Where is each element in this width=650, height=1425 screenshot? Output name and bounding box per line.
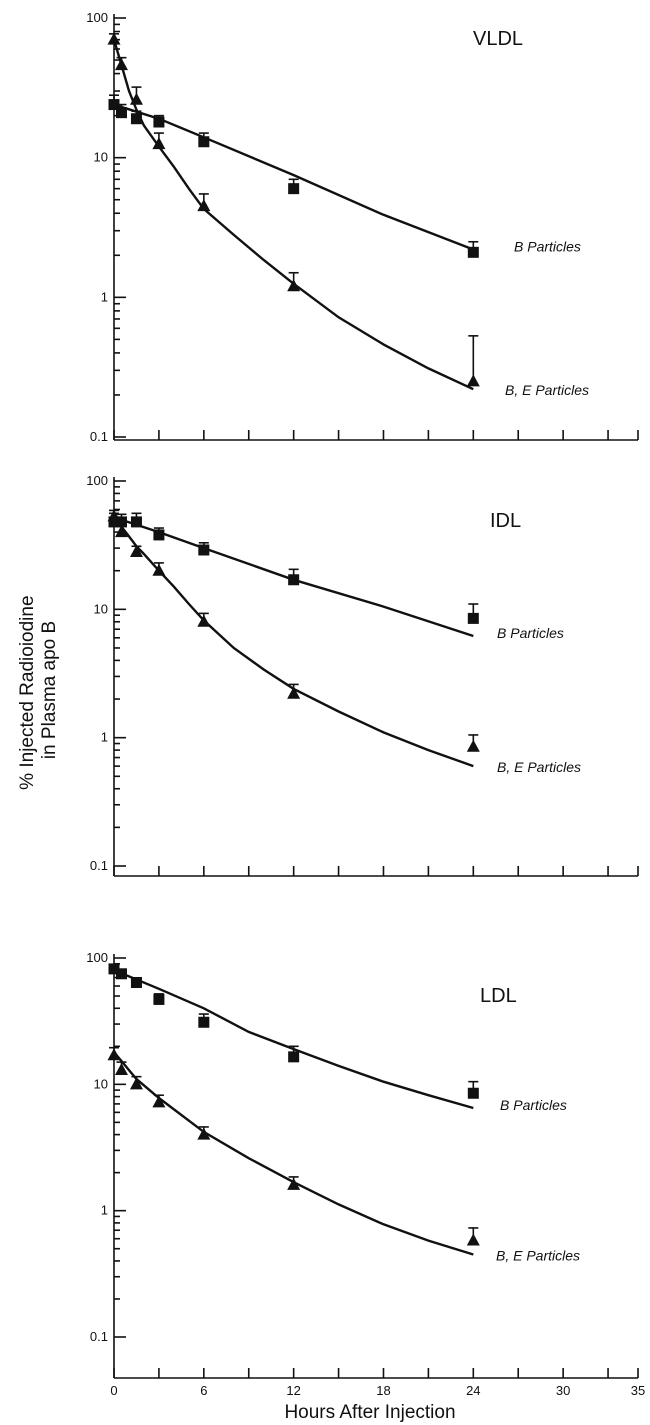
panel-ldl-y-tick-label: 0.1	[90, 1329, 108, 1344]
panel-idl-b-e-particles-label: B, E Particles	[497, 759, 581, 775]
panel-ldl-b-e-particles-point	[466, 1233, 480, 1246]
x-axis-title: Hours After Injection	[284, 1402, 455, 1423]
panel-ldl-b-particles-label: B Particles	[500, 1097, 567, 1113]
panel-idl-b-particles-point	[130, 516, 142, 528]
panel-vldl-title: VLDL	[473, 28, 523, 50]
panel-vldl-b-particles-point	[198, 136, 210, 148]
panel-idl-b-e-particles-point	[107, 509, 121, 522]
panel-vldl-b-e-particles-point	[152, 137, 166, 150]
panel-ldl-b-particles-point	[467, 1087, 479, 1099]
panel-vldl-b-particles-point	[153, 116, 165, 128]
panel-idl-b-e-particles-point	[129, 544, 143, 557]
panel-idl-b-e-particles-point	[287, 686, 301, 699]
panel-ldl-b-particles-point	[288, 1051, 300, 1063]
panel-idl-b-e-particles-point	[114, 525, 128, 538]
x-tick-label: 0	[110, 1383, 117, 1398]
panel-ldl-b-particles-point	[198, 1016, 210, 1028]
panel-vldl-b-particles-point	[288, 183, 300, 195]
panel-vldl-b-particles-point	[115, 107, 127, 119]
panel-idl-b-e-particles-point	[466, 739, 480, 752]
panel-ldl-b-particles-point	[108, 963, 120, 975]
x-tick-label: 24	[466, 1383, 480, 1398]
panel-idl-b-particles-point	[467, 612, 479, 624]
panel-idl-b-particles-label: B Particles	[497, 625, 564, 641]
panel-ldl-b-particles-curve	[113, 969, 474, 1110]
panel-idl-b-particles-point	[288, 574, 300, 586]
panel-ldl-y-tick-label: 100	[86, 950, 108, 965]
panel-idl-b-particles-point	[115, 516, 127, 528]
panel-vldl-b-e-particles-point	[114, 58, 128, 71]
panel-idl-y-tick-label: 1	[101, 730, 108, 745]
panel-vldl-b-particles-label: B Particles	[514, 239, 581, 255]
panel-idl-y-tick-label: 10	[94, 601, 108, 616]
x-tick-label: 30	[556, 1383, 570, 1398]
x-tick-label: 35	[631, 1383, 645, 1398]
panel-vldl-b-particles-curve	[113, 103, 474, 251]
x-tick-label: 18	[376, 1383, 390, 1398]
y-axis-title: % Injected Radioiodine in Plasma apo B	[17, 590, 60, 790]
panel-ldl-b-e-particles-curve	[113, 1051, 474, 1256]
panel-idl-b-e-particles-point	[197, 614, 211, 627]
panel-ldl-b-particles-point	[130, 976, 142, 988]
panel-vldl-b-e-particles-label: B, E Particles	[505, 382, 589, 398]
panel-idl-b-e-particles-curve	[112, 512, 474, 768]
panel-ldl-b-e-particles-point	[152, 1095, 166, 1108]
panel-ldl-y-tick-label: 1	[101, 1203, 108, 1218]
panel-idl-b-particles-point	[153, 529, 165, 541]
x-tick-label: 12	[286, 1383, 300, 1398]
panel-ldl-b-e-particles-point	[287, 1177, 301, 1190]
panel-idl-y-tick-label: 0.1	[90, 858, 108, 873]
panel-vldl-b-e-particles-curve	[112, 39, 474, 391]
panel-ldl-b-e-particles-point	[107, 1048, 121, 1061]
panel-ldl-b-e-particles-label: B, E Particles	[496, 1247, 580, 1263]
panel-ldl-b-e-particles-point	[197, 1127, 211, 1140]
panel-vldl-b-e-particles-point	[287, 279, 301, 292]
panel-ldl-b-e-particles-point	[129, 1077, 143, 1090]
panel-idl-title: IDL	[490, 510, 521, 532]
panel-vldl-y-tick-label: 100	[86, 10, 108, 25]
panel-idl-b-particles-point	[108, 516, 120, 528]
panel-vldl-b-e-particles-point	[129, 92, 143, 105]
panel-ldl-y-tick-label: 10	[94, 1076, 108, 1091]
panel-vldl-b-particles-point	[467, 246, 479, 258]
panel-vldl-b-e-particles-point	[466, 374, 480, 387]
panel-ldl-b-particles-point	[115, 968, 127, 980]
x-tick-label: 6	[200, 1383, 207, 1398]
panel-idl-b-particles-point	[198, 544, 210, 556]
y-axis-title-line-2: in Plasma apo B	[39, 621, 60, 759]
panel-vldl-y-tick-label: 1	[101, 289, 108, 304]
panel-ldl-b-e-particles-point	[114, 1062, 128, 1075]
panel-ldl-title: LDL	[480, 985, 517, 1007]
panel-vldl-b-e-particles-point	[107, 32, 121, 45]
panel-vldl-y-tick-label: 0.1	[90, 429, 108, 444]
panel-vldl-b-particles-point	[108, 99, 120, 111]
panel-idl-b-e-particles-point	[152, 563, 166, 576]
panel-idl-b-particles-curve	[113, 516, 474, 638]
y-axis-title-line-1: % Injected Radioiodine	[17, 595, 38, 789]
panel-idl-y-tick-label: 100	[86, 473, 108, 488]
panel-vldl-b-particles-point	[130, 113, 142, 125]
panel-ldl-b-particles-point	[153, 993, 165, 1005]
panel-vldl-b-e-particles-point	[197, 199, 211, 212]
panel-vldl-y-tick-label: 10	[94, 150, 108, 165]
